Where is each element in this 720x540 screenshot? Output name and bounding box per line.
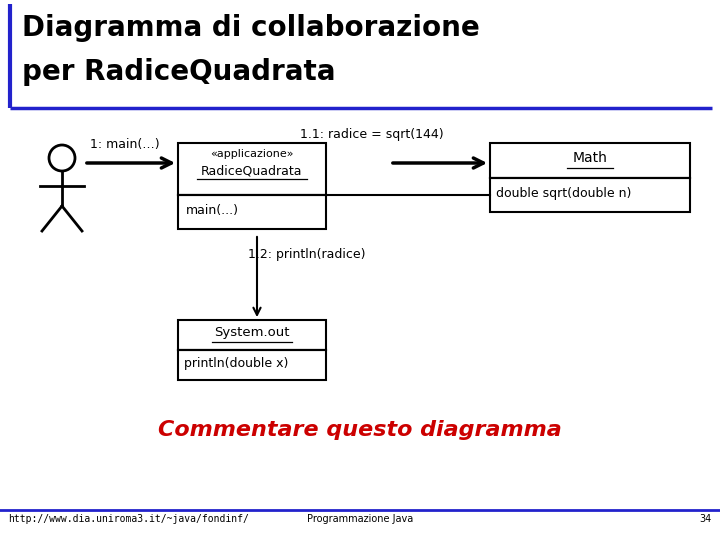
Text: println(double x): println(double x) — [184, 357, 289, 370]
Bar — [490, 178, 690, 212]
Text: System.out: System.out — [215, 326, 289, 339]
Text: 1: main(…): 1: main(…) — [90, 138, 160, 151]
Bar — [178, 320, 326, 350]
Text: 34: 34 — [700, 514, 712, 524]
Text: per RadiceQuadrata: per RadiceQuadrata — [22, 58, 336, 86]
Text: double sqrt(double n): double sqrt(double n) — [496, 187, 631, 200]
Text: RadiceQuadrata: RadiceQuadrata — [202, 165, 302, 178]
Bar — [490, 143, 690, 178]
Bar — [178, 350, 326, 380]
Text: 1.1: radice = sqrt(144): 1.1: radice = sqrt(144) — [300, 128, 444, 141]
Text: 1.2: println(radice): 1.2: println(radice) — [248, 248, 366, 261]
Text: main(...): main(...) — [186, 204, 239, 217]
Text: Programmazione Java: Programmazione Java — [307, 514, 413, 524]
Text: Commentare questo diagramma: Commentare questo diagramma — [158, 420, 562, 440]
Text: http://www.dia.uniroma3.it/~java/fondinf/: http://www.dia.uniroma3.it/~java/fondinf… — [8, 514, 249, 524]
Text: Diagramma di collaborazione: Diagramma di collaborazione — [22, 14, 480, 42]
Text: «applicazione»: «applicazione» — [210, 149, 294, 159]
Bar — [178, 143, 326, 195]
Bar — [178, 195, 326, 229]
Text: Math: Math — [572, 151, 608, 165]
